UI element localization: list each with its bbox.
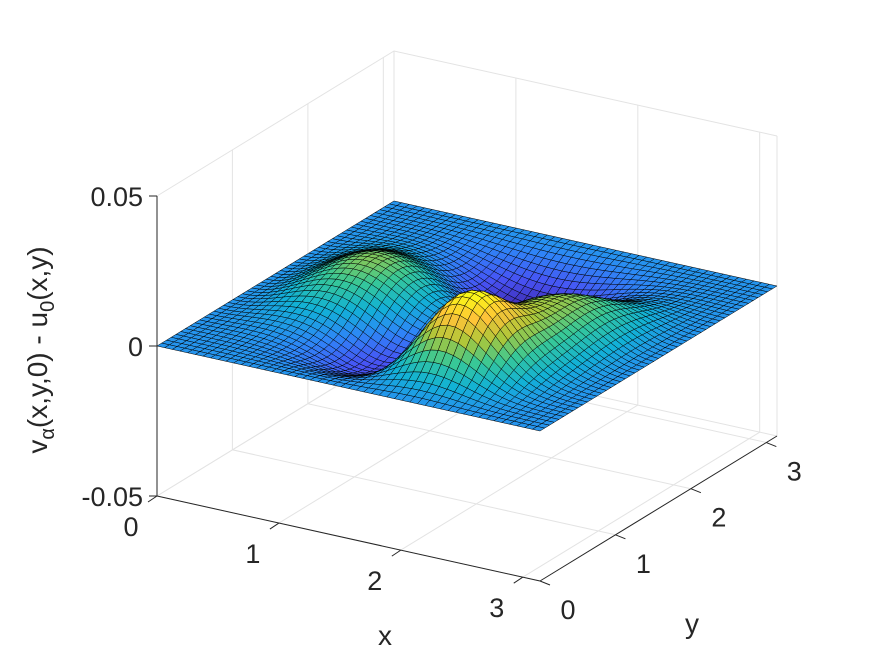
x-axis-line (157, 496, 540, 581)
x-tick-label: 0 (123, 512, 138, 542)
y-axis-label: y (685, 608, 699, 639)
z-tick-label: 0.05 (90, 182, 143, 212)
grid-line-z (157, 51, 777, 196)
y-axis-line (540, 436, 777, 581)
x-tick-mark (514, 577, 523, 583)
y-tick-label: 2 (711, 503, 726, 533)
z-tick-label: -0.05 (81, 482, 143, 512)
x-tick-mark (270, 523, 279, 529)
x-axis-label: x (378, 620, 392, 651)
x-tick-label: 3 (489, 593, 504, 623)
y-tick-mark (615, 535, 625, 539)
x-tick-mark (392, 550, 401, 556)
y-tick-label: 1 (636, 549, 651, 579)
y-tick-mark (540, 581, 550, 585)
surface-mesh (157, 201, 777, 431)
y-tick-mark (766, 443, 776, 447)
y-tick-label: 0 (560, 595, 575, 625)
y-tick-label: 3 (787, 457, 802, 487)
x-tick-label: 1 (245, 539, 260, 569)
z-tick-label: 0 (128, 332, 143, 362)
x-tick-label: 2 (367, 566, 382, 596)
z-axis-label: vα(x,y,0) - u0(x,y) (22, 246, 59, 453)
x-tick-mark (148, 496, 157, 502)
y-tick-mark (691, 489, 701, 493)
